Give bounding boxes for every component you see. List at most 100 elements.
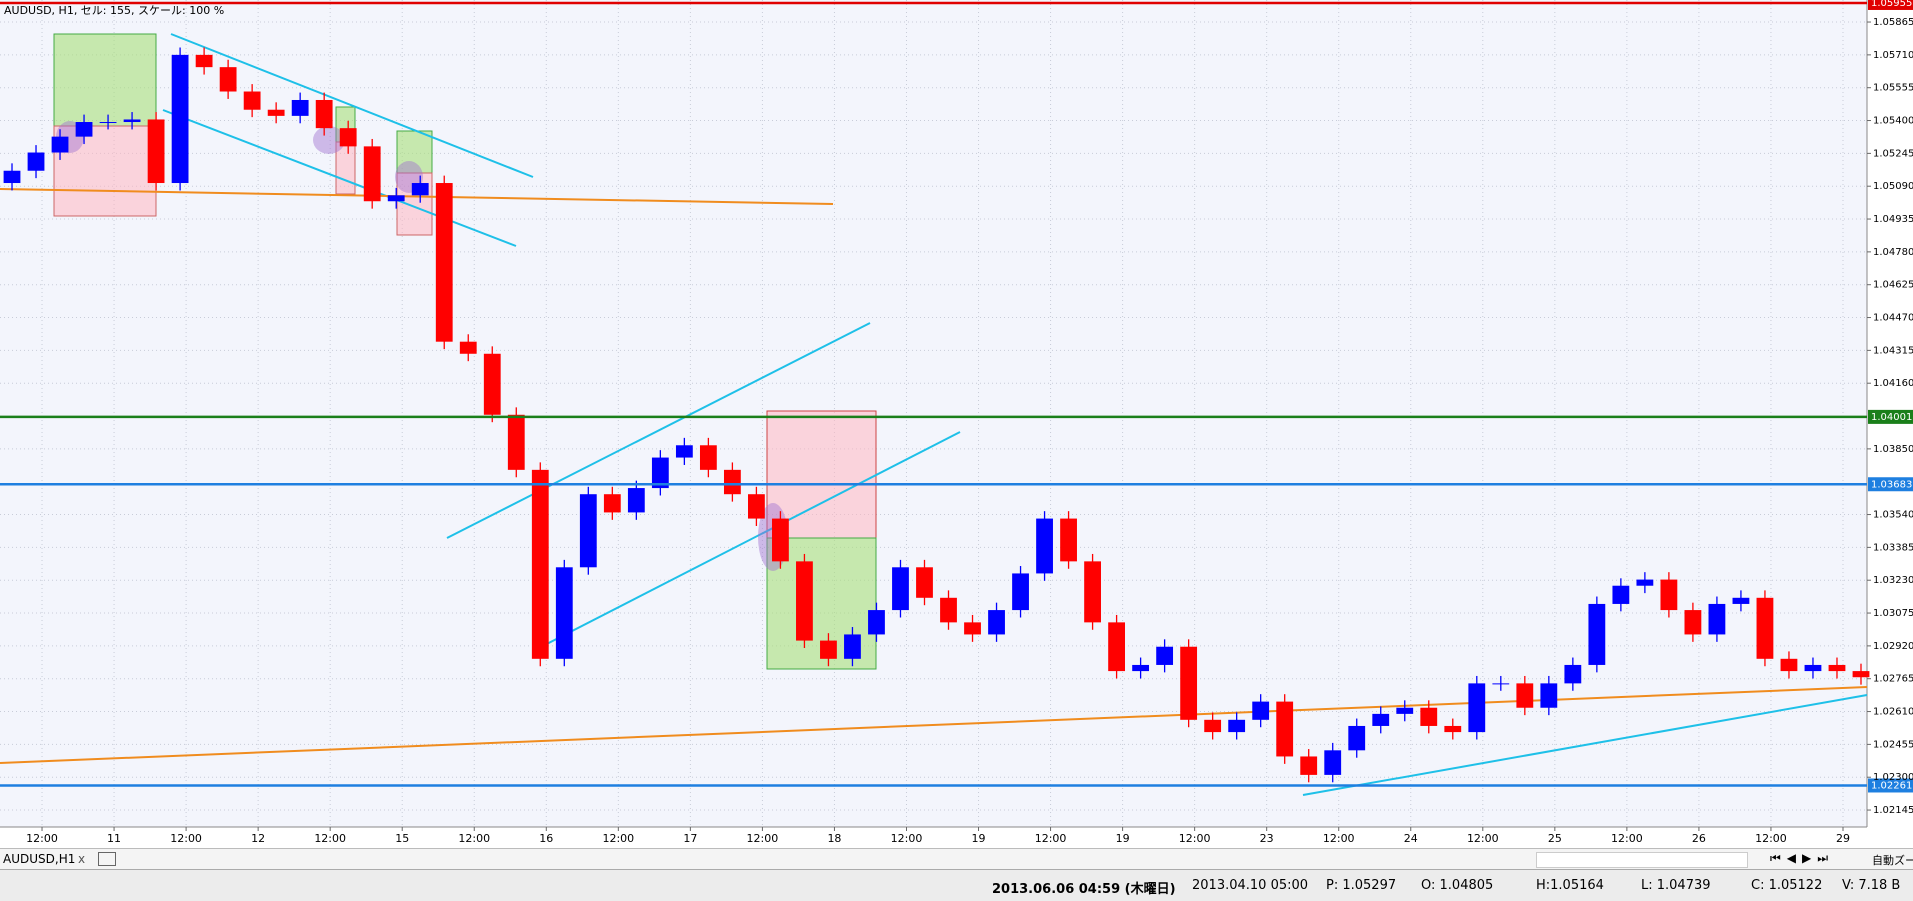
scrollbar[interactable] xyxy=(1536,852,1748,868)
candle-body xyxy=(1348,725,1366,751)
trend-line xyxy=(536,431,961,650)
candle-body xyxy=(483,353,501,415)
box-green xyxy=(53,33,157,127)
level-label: 1.04001 xyxy=(1871,412,1912,423)
status-bar: 2013.06.06 04:59 (木曜日) 2013.04.10 05:00 … xyxy=(0,869,1913,901)
candle-body xyxy=(1420,707,1438,726)
candle-body xyxy=(1708,603,1726,635)
x-tick-label: 19 xyxy=(972,832,986,845)
y-tick-label: 1.04470 xyxy=(1873,313,1913,324)
candle-body xyxy=(1852,671,1870,678)
trend-line xyxy=(0,188,834,205)
candle-body xyxy=(75,122,93,137)
candle-body xyxy=(603,494,621,513)
status-c: C: 1.05122 xyxy=(1751,878,1823,893)
level-label-bg xyxy=(1868,0,1913,10)
candle-body xyxy=(1756,597,1774,659)
candle-body xyxy=(675,445,693,458)
x-tick-label: 29 xyxy=(1836,832,1850,845)
candle-body xyxy=(1228,719,1246,733)
y-tick-label: 1.05710 xyxy=(1873,50,1913,61)
candle-body xyxy=(1780,658,1798,672)
level-label: 1.02261 xyxy=(1871,780,1912,791)
box-pink xyxy=(53,125,157,217)
x-tick-label: 12 xyxy=(251,832,265,845)
candle-body xyxy=(772,518,789,562)
candle-body xyxy=(916,567,933,598)
candle-body xyxy=(387,195,405,202)
candle-body xyxy=(1636,579,1654,586)
y-tick-label: 1.02455 xyxy=(1873,739,1913,750)
status-h: H:1.05164 xyxy=(1536,878,1604,893)
candle-body xyxy=(1108,622,1126,672)
chart: 1.05955 1.04001 1.03683 1.02261 AUDUSD, H1,… xyxy=(0,0,1913,845)
candle-body xyxy=(363,146,381,202)
candle-body xyxy=(435,183,453,342)
candle-body xyxy=(1588,603,1606,665)
candle-body xyxy=(1132,664,1150,672)
candle-body xyxy=(964,622,981,635)
zoom-button[interactable]: 自動ズーム xyxy=(1872,854,1913,867)
y-tick-label: 1.03385 xyxy=(1873,542,1913,553)
x-tick-label: 12:00 xyxy=(602,832,634,845)
x-tick-label: 12:00 xyxy=(314,832,346,845)
y-tick-label: 1.02145 xyxy=(1873,805,1913,816)
y-tick-label: 1.03075 xyxy=(1873,608,1913,619)
candle-body xyxy=(123,119,141,123)
x-tick-label: 12:00 xyxy=(26,832,58,845)
candle-body xyxy=(315,99,333,129)
candle-body xyxy=(1012,573,1029,611)
candle-body xyxy=(531,469,549,659)
y-tick-label: 1.03540 xyxy=(1873,510,1913,521)
y-tick-label: 1.02300 xyxy=(1873,772,1913,783)
y-tick-label: 1.05865 xyxy=(1873,17,1913,28)
status-time: 2013.06.06 04:59 (木曜日) xyxy=(992,882,1176,897)
level-label-bg xyxy=(1868,409,1913,424)
plot-bg xyxy=(0,0,1867,827)
candle-body xyxy=(171,54,189,184)
y-tick-label: 1.03230 xyxy=(1873,575,1913,586)
candle-body xyxy=(988,610,1005,635)
candle-body xyxy=(243,91,261,110)
x-tick-label: 17 xyxy=(683,832,697,845)
candle-body xyxy=(291,99,309,116)
trend-line xyxy=(170,33,534,178)
candle-body xyxy=(651,457,669,489)
candle-body xyxy=(1828,664,1846,672)
candle-body xyxy=(411,183,429,196)
box-green xyxy=(396,130,433,174)
candle-body xyxy=(507,414,525,470)
candle-body xyxy=(1372,713,1390,726)
y-tick-label: 1.05555 xyxy=(1873,83,1913,94)
candle-body xyxy=(339,128,357,147)
trend-line xyxy=(1302,694,1868,796)
y-tick-label: 1.05090 xyxy=(1873,181,1913,192)
candle-body xyxy=(1036,518,1053,574)
x-tick-label: 12:00 xyxy=(1035,832,1067,845)
scroll-buttons[interactable]: ⏮◀▶⏭ xyxy=(1770,851,1835,865)
candle-body xyxy=(699,445,717,470)
candle-body xyxy=(868,610,885,635)
x-tick-label: 12:00 xyxy=(1179,832,1211,845)
x-tick-label: 12:00 xyxy=(1611,832,1643,845)
candle-body xyxy=(1204,719,1222,733)
chart-title: AUDUSD, H1, セル: 155, スケール: 100 % xyxy=(4,4,224,17)
tab-icon[interactable] xyxy=(98,852,116,866)
x-tick-label: 24 xyxy=(1404,832,1418,845)
x-tick-label: 23 xyxy=(1260,832,1274,845)
x-tick-label: 18 xyxy=(827,832,841,845)
candle-body xyxy=(1684,610,1702,635)
y-tick-label: 1.02920 xyxy=(1873,641,1913,652)
tab-label[interactable]: AUDUSD,H1 xyxy=(3,852,76,866)
status-bar-time: 2013.04.10 05:00 xyxy=(1192,878,1309,893)
tab-close[interactable]: x xyxy=(78,852,86,866)
status-v: V: 7.18 B xyxy=(1842,878,1901,893)
candle-body xyxy=(1804,664,1822,672)
candle-body xyxy=(1732,597,1750,604)
x-tick-label: 19 xyxy=(1116,832,1130,845)
candle-body xyxy=(1084,561,1101,623)
x-tick-label: 11 xyxy=(107,832,121,845)
candle-body xyxy=(1156,646,1174,665)
y-tick-label: 1.03850 xyxy=(1873,444,1913,455)
